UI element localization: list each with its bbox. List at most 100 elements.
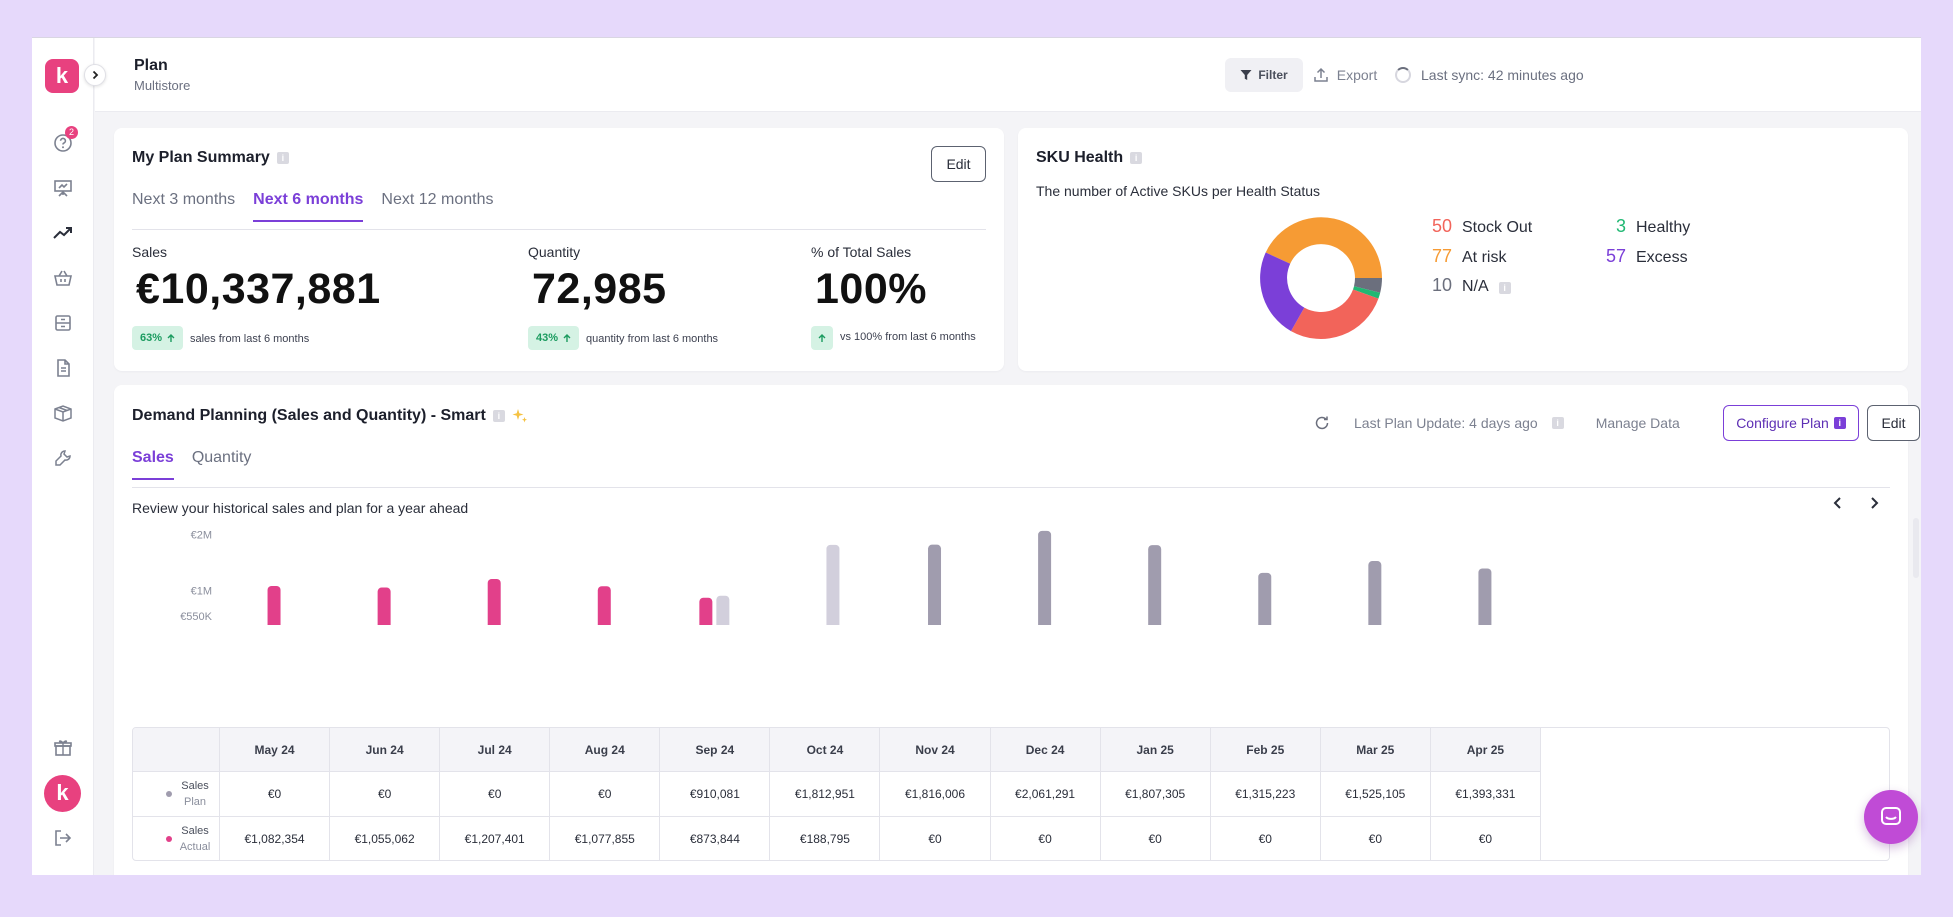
info-icon[interactable]: i: [1551, 417, 1564, 429]
sidebar-item-tools[interactable]: [50, 445, 76, 471]
help-icon: [54, 134, 72, 152]
bar-sales-plan[interactable]: [1258, 572, 1272, 625]
export-label: Export: [1336, 67, 1378, 83]
page-title: Plan: [134, 57, 168, 74]
refresh-icon[interactable]: [1314, 415, 1330, 431]
table-cell-plan: €910,081: [660, 772, 771, 817]
export-button[interactable]: Export: [1305, 58, 1385, 92]
tabs-divider: [132, 229, 986, 230]
export-icon: [1314, 67, 1328, 82]
chevron-left-icon[interactable]: [1828, 493, 1848, 513]
chevron-right-icon: [92, 70, 99, 80]
legend-dot: [166, 836, 172, 842]
legend-healthy-label: Healthy: [1636, 219, 1691, 236]
demand-bar-chart: €2M€1M€550K€0: [180, 529, 1492, 625]
user-avatar[interactable]: k: [44, 775, 81, 812]
table-cell-plan: €0: [550, 772, 661, 817]
legend-at-risk-label: At risk: [1462, 249, 1507, 266]
share-value: 100%: [815, 265, 927, 313]
share-label: % of Total Sales: [811, 244, 912, 260]
donut-segment-healthy[interactable]: [1353, 286, 1381, 299]
sidebar-item-gift[interactable]: [50, 735, 76, 761]
tab-next-6-months[interactable]: Next 6 months: [253, 191, 364, 222]
month-header: Apr 25: [1430, 728, 1541, 772]
share-change-badge: [811, 326, 833, 350]
demand-actions: Last Plan Update: 4 days ago i Manage Da…: [1314, 405, 1680, 441]
month-header: Aug 24: [550, 728, 661, 772]
chat-support-button[interactable]: [1864, 790, 1918, 844]
tab-quantity[interactable]: Quantity: [191, 449, 252, 466]
summary-edit-button[interactable]: Edit: [931, 146, 986, 182]
table-header-row: May 24 Jun 24 Jul 24 Aug 24 Sep 24 Oct 24 Nov …: [133, 728, 1889, 772]
info-icon[interactable]: i: [1130, 152, 1143, 164]
chat-icon: [1881, 807, 1901, 825]
sync-text: Last sync: 42 minutes ago: [1421, 67, 1584, 83]
legend-stock-out: 50 Stock Out: [1426, 216, 1532, 237]
configure-plan-button[interactable]: Configure Plan i: [1723, 405, 1859, 441]
last-plan-update: Last Plan Update: 4 days ago: [1354, 415, 1538, 431]
summary-period-tabs: Next 3 months Next 6 months Next 12 mont…: [132, 191, 494, 222]
tab-sales[interactable]: Sales: [132, 449, 174, 480]
bar-sales-actual[interactable]: [487, 578, 501, 625]
gift-icon: [54, 740, 72, 756]
sales-change-badge: 63%: [132, 326, 183, 350]
table-cell-actual: €188,795: [770, 817, 881, 860]
demand-data-table: May 24 Jun 24 Jul 24 Aug 24 Sep 24 Oct 24 Nov …: [132, 727, 1890, 861]
bar-sales-plan[interactable]: [716, 595, 730, 625]
info-icon[interactable]: i: [276, 152, 289, 164]
bar-sales-plan[interactable]: [1478, 568, 1492, 625]
month-header: Sep 24: [660, 728, 771, 772]
table-header-corner: [133, 728, 220, 772]
sidebar-item-logout[interactable]: [50, 825, 76, 851]
bar-sales-actual[interactable]: [267, 585, 281, 625]
sidebar: k 2 k: [32, 38, 106, 875]
app-window: k 2 k: [32, 37, 1921, 875]
donut-segment-at-risk[interactable]: [1265, 217, 1382, 278]
bar-sales-plan[interactable]: [826, 544, 840, 625]
demand-edit-button[interactable]: Edit: [1867, 405, 1920, 441]
sidebar-item-presentation[interactable]: [50, 175, 76, 201]
table-cell-plan: €1,812,951: [770, 772, 881, 817]
info-icon[interactable]: i: [492, 410, 505, 422]
sidebar-item-help[interactable]: 2: [50, 126, 78, 156]
sync-spinner-icon: [1395, 67, 1411, 83]
sync-status: Last sync: 42 minutes ago: [1395, 58, 1584, 92]
sidebar-item-reports[interactable]: [50, 355, 76, 381]
table-cell-plan: €1,393,331: [1430, 772, 1541, 817]
quantity-change-value: 43%: [536, 332, 559, 344]
sidebar-item-inventory[interactable]: [50, 310, 76, 336]
month-header: Jun 24: [330, 728, 441, 772]
sales-change-value: 63%: [140, 332, 163, 344]
bar-sales-actual[interactable]: [597, 586, 611, 625]
sidebar-item-plan[interactable]: [50, 220, 76, 246]
chevron-right-icon[interactable]: [1864, 493, 1884, 513]
legend-excess: 57 Excess: [1600, 246, 1688, 267]
sidebar-item-basket[interactable]: [50, 265, 76, 291]
bar-sales-plan[interactable]: [1368, 561, 1382, 625]
manage-data-link[interactable]: Manage Data: [1595, 415, 1680, 431]
bar-sales-plan[interactable]: [1038, 530, 1052, 625]
bar-sales-plan[interactable]: [1148, 545, 1162, 625]
tab-next-12-months[interactable]: Next 12 months: [381, 191, 494, 208]
legend-dot: [166, 791, 172, 797]
donut-segment-na[interactable]: [1354, 278, 1382, 293]
logo[interactable]: k: [45, 59, 79, 93]
table-cell-actual: €0: [1321, 817, 1431, 860]
bar-sales-actual[interactable]: [699, 597, 713, 625]
bar-sales-actual[interactable]: [377, 587, 391, 625]
y-tick-label: €2M: [191, 529, 212, 541]
page-scrollbar[interactable]: [1913, 518, 1919, 578]
quantity-label: Quantity: [528, 244, 581, 260]
donut-segment-excess[interactable]: [1260, 252, 1305, 332]
donut-segment-stock-out[interactable]: [1291, 289, 1379, 339]
filter-button[interactable]: Filter: [1225, 58, 1303, 92]
sidebar-collapse-button[interactable]: [84, 64, 106, 86]
row-label-line2: Plan: [183, 796, 207, 808]
tab-next-3-months[interactable]: Next 3 months: [132, 191, 236, 208]
bar-sales-plan[interactable]: [928, 544, 942, 625]
sidebar-item-box[interactable]: [50, 400, 76, 426]
month-header: Jul 24: [440, 728, 551, 772]
demand-metric-tabs: Sales Quantity: [132, 449, 252, 480]
box-icon: [54, 405, 72, 422]
info-icon[interactable]: i: [1498, 282, 1511, 294]
